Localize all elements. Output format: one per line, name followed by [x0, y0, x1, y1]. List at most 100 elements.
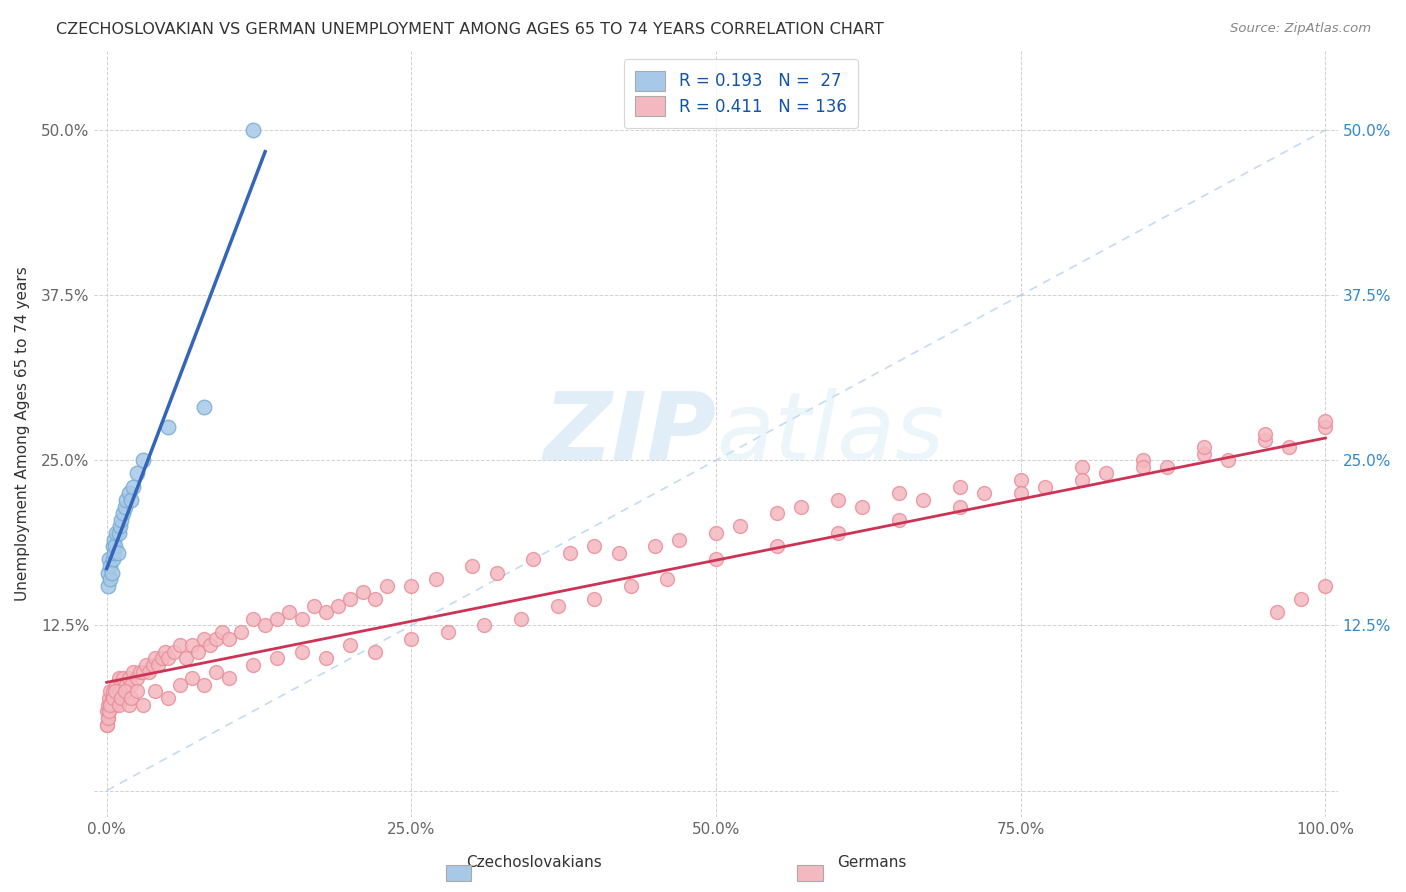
Point: [105, 678, 128, 692]
Point: [583, 592, 606, 607]
Point: [1265, 605, 1288, 619]
Point: [108, 684, 131, 698]
Point: [187, 645, 209, 659]
Point: [827, 525, 849, 540]
Point: [193, 678, 215, 692]
Point: [103, 546, 125, 560]
Point: [1315, 414, 1337, 428]
Point: [352, 585, 374, 599]
Point: [101, 698, 124, 712]
Point: [98, 684, 121, 698]
Point: [1216, 453, 1239, 467]
Point: [1132, 459, 1154, 474]
Point: [425, 572, 447, 586]
Point: [110, 678, 132, 692]
Point: [163, 645, 186, 659]
Text: atlas: atlas: [716, 388, 945, 479]
Point: [110, 691, 132, 706]
Point: [291, 645, 314, 659]
Point: [104, 684, 127, 698]
Point: [107, 691, 129, 706]
Point: [1156, 459, 1178, 474]
Point: [1010, 473, 1032, 487]
Point: [1253, 434, 1275, 448]
Point: [949, 500, 972, 514]
Point: [704, 525, 727, 540]
Point: [97, 711, 120, 725]
Point: [101, 691, 124, 706]
Point: [278, 605, 301, 619]
Point: [98, 572, 121, 586]
Point: [887, 513, 910, 527]
Point: [181, 638, 204, 652]
Point: [242, 658, 264, 673]
Point: [766, 506, 789, 520]
Point: [827, 492, 849, 507]
Point: [1095, 467, 1118, 481]
Point: [127, 467, 149, 481]
Point: [100, 566, 122, 580]
Point: [461, 558, 484, 573]
Point: [254, 618, 277, 632]
Point: [100, 691, 122, 706]
Point: [973, 486, 995, 500]
Point: [193, 632, 215, 646]
Point: [146, 658, 169, 673]
Point: [522, 552, 544, 566]
Point: [98, 704, 121, 718]
Point: [145, 684, 167, 698]
Point: [730, 519, 752, 533]
Point: [339, 592, 361, 607]
Point: [98, 698, 121, 712]
Point: [132, 453, 155, 467]
Point: [108, 671, 131, 685]
Point: [132, 665, 155, 679]
Point: [127, 671, 149, 685]
Point: [912, 492, 935, 507]
Point: [120, 678, 142, 692]
Point: [242, 123, 264, 137]
Point: [339, 638, 361, 652]
Point: [97, 711, 120, 725]
Point: [120, 691, 142, 706]
Point: [104, 698, 127, 712]
Point: [111, 671, 134, 685]
Point: [485, 566, 508, 580]
Point: [1278, 440, 1301, 454]
Point: [266, 612, 288, 626]
Text: Czechoslovakians: Czechoslovakians: [467, 855, 602, 870]
Point: [1192, 440, 1215, 454]
Point: [96, 717, 118, 731]
Point: [218, 632, 240, 646]
Point: [1289, 592, 1312, 607]
Point: [108, 525, 131, 540]
Point: [97, 698, 120, 712]
Point: [156, 691, 179, 706]
Point: [1132, 453, 1154, 467]
Point: [107, 546, 129, 560]
Point: [328, 599, 350, 613]
Point: [547, 599, 569, 613]
Point: [101, 539, 124, 553]
Point: [101, 684, 124, 698]
Text: Source: ZipAtlas.com: Source: ZipAtlas.com: [1230, 22, 1371, 36]
Point: [96, 704, 118, 718]
Point: [138, 665, 160, 679]
Point: [620, 579, 643, 593]
Point: [132, 698, 155, 712]
Point: [790, 500, 813, 514]
Point: [1070, 473, 1092, 487]
Point: [1070, 459, 1092, 474]
Point: [193, 401, 215, 415]
Point: [145, 651, 167, 665]
Point: [229, 625, 252, 640]
Point: [98, 552, 121, 566]
Point: [105, 525, 128, 540]
Point: [205, 665, 228, 679]
Point: [150, 651, 173, 665]
Point: [607, 546, 630, 560]
Point: [108, 698, 131, 712]
Y-axis label: Unemployment Among Ages 65 to 74 years: Unemployment Among Ages 65 to 74 years: [15, 267, 30, 601]
Point: [174, 651, 197, 665]
Text: CZECHOSLOVAKIAN VS GERMAN UNEMPLOYMENT AMONG AGES 65 TO 74 YEARS CORRELATION CHA: CZECHOSLOVAKIAN VS GERMAN UNEMPLOYMENT A…: [56, 22, 884, 37]
